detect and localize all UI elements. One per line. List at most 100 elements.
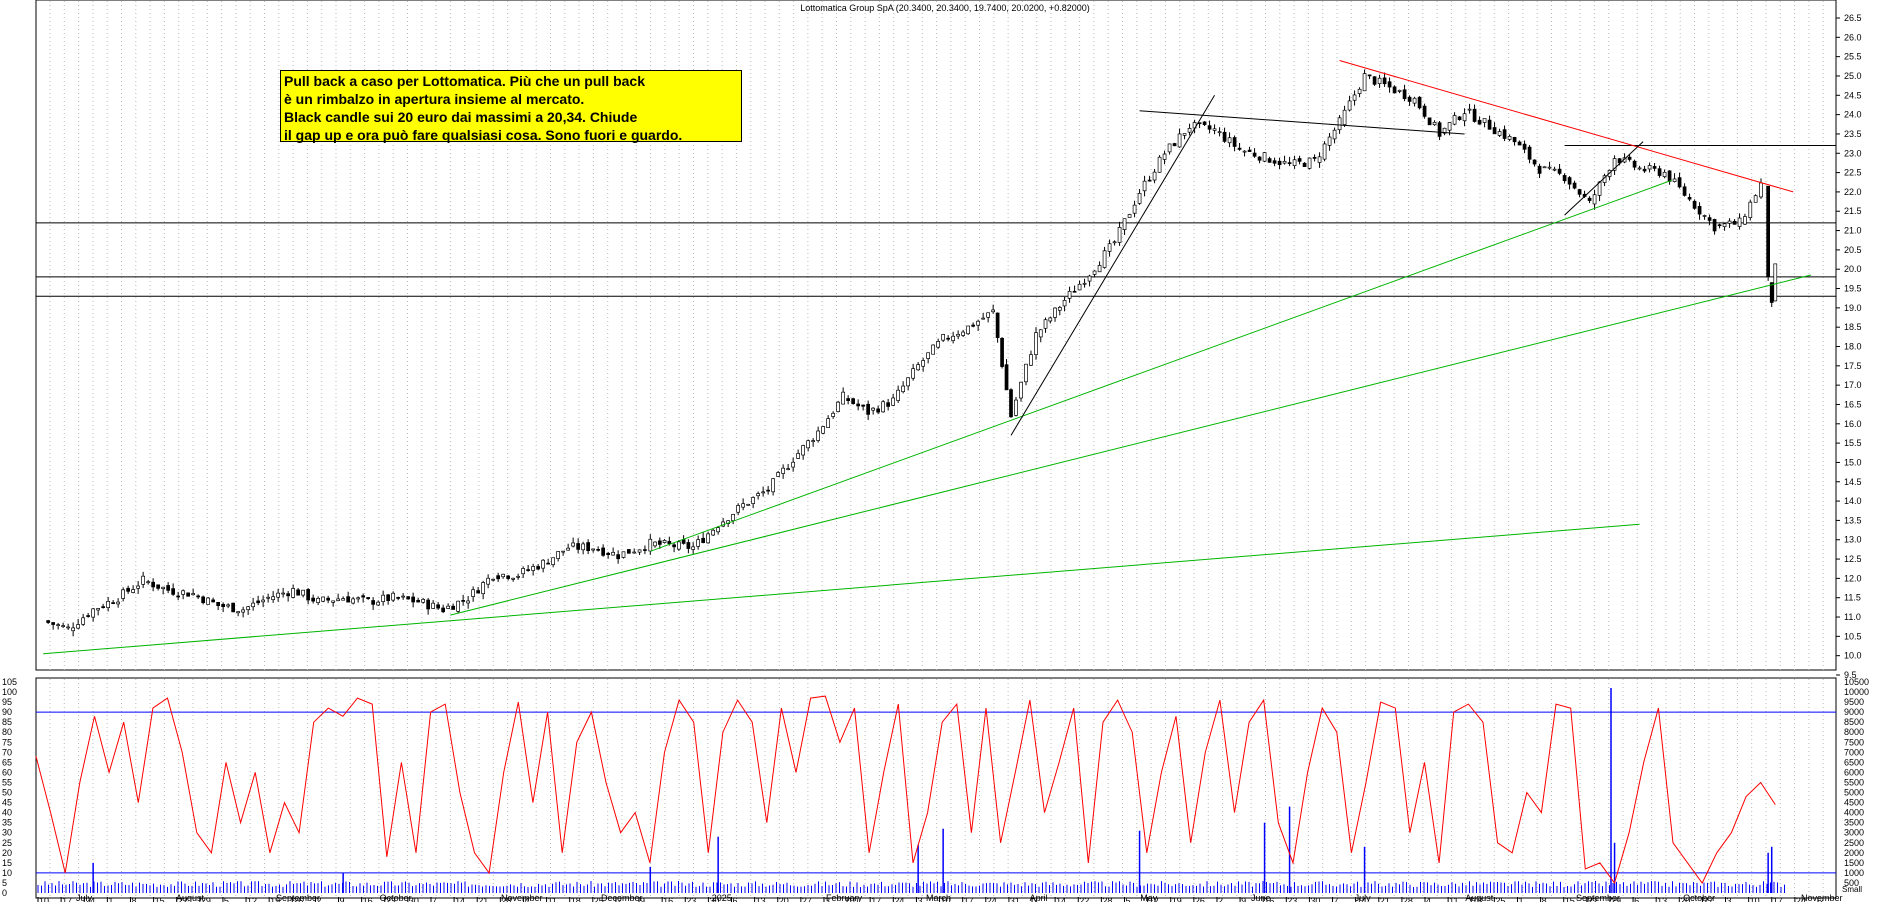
price-tick-label: 25.5: [1844, 52, 1862, 62]
x-day-label: 30: [709, 896, 719, 902]
candle-up: [1307, 157, 1312, 169]
candle-up: [91, 608, 95, 618]
candle-down: [1677, 177, 1682, 188]
candle-up: [466, 600, 470, 604]
price-tick-label: 21.0: [1844, 226, 1862, 236]
green-trendline: [650, 179, 1672, 552]
candle-up: [1262, 152, 1267, 162]
candle-down: [606, 552, 610, 555]
x-day-label: 1: [108, 896, 113, 902]
x-day-label: 2: [1819, 896, 1824, 902]
candle-up: [931, 344, 935, 355]
candle-up: [71, 627, 75, 632]
candle-up: [316, 598, 320, 603]
candle-up: [1322, 143, 1327, 160]
candle-up: [836, 401, 840, 412]
price-tick-label: 19.5: [1844, 284, 1862, 294]
x-day-label: 29: [1611, 896, 1621, 902]
chart-title: Lottomatica Group SpA (20.3400, 20.3400,…: [800, 3, 1089, 13]
price-tick-label: 10.0: [1844, 651, 1862, 661]
stoch-tick-label: 105: [2, 677, 17, 687]
candle-up: [1337, 117, 1342, 131]
x-day-label: 3: [1727, 896, 1732, 902]
candle-up: [116, 601, 120, 605]
x-month-label: December: [601, 893, 643, 902]
volume-tick-label: 1500: [1844, 858, 1864, 868]
candle-down: [601, 547, 605, 556]
candle-up: [1773, 263, 1778, 302]
volume-tick-label: 10000: [1844, 687, 1869, 697]
x-day-label: 15: [155, 896, 165, 902]
candle-down: [627, 549, 631, 554]
candle-down: [171, 588, 175, 595]
price-tick-label: 16.0: [1844, 419, 1862, 429]
candle-up: [1127, 214, 1132, 218]
x-day-label: 15: [1565, 896, 1575, 902]
candle-up: [1317, 156, 1322, 163]
candle-up: [871, 407, 875, 411]
candle-down: [1687, 196, 1692, 200]
stoch-tick-label: 70: [2, 747, 12, 757]
candle-up: [1702, 215, 1707, 217]
candle-up: [1107, 243, 1112, 252]
candle-up: [756, 493, 760, 497]
price-tick-label: 13.5: [1844, 515, 1862, 525]
price-tick-label: 24.5: [1844, 90, 1862, 100]
candle-down: [221, 603, 225, 608]
candle-up: [1332, 129, 1337, 140]
candle-down: [306, 589, 310, 601]
candle-down: [196, 595, 200, 598]
annotation-line-1: Pull back a caso per Lottomatica. Più ch…: [284, 73, 645, 89]
candle-up: [431, 602, 435, 609]
candle-down: [1587, 197, 1592, 201]
volume-tick-label: 3000: [1844, 828, 1864, 838]
candle-up: [741, 503, 745, 508]
candle-down: [1537, 165, 1542, 174]
candle-down: [201, 596, 205, 604]
candle-up: [1082, 282, 1087, 285]
annotation-line-2: è un rimbalzo in apertura insieme al mer…: [284, 91, 585, 107]
x-day-label: 23: [386, 896, 396, 902]
volume-tick-label: 2000: [1844, 848, 1864, 858]
candle-up: [831, 412, 835, 417]
candle-up: [301, 589, 305, 596]
candle-up: [66, 626, 70, 629]
candle-down: [361, 595, 365, 598]
stoch-tick-label: 5: [2, 878, 7, 888]
candle-down: [876, 408, 880, 413]
candle-up: [1759, 182, 1763, 198]
price-tick-label: 14.5: [1844, 477, 1862, 487]
candle-up: [1142, 180, 1147, 192]
x-day-label: 21: [478, 896, 488, 902]
candle-up: [491, 578, 495, 581]
candle-up: [696, 539, 700, 547]
candle-down: [1457, 116, 1462, 121]
stoch-tick-label: 55: [2, 777, 12, 787]
candle-up: [1727, 220, 1732, 224]
volume-tick-label: 9500: [1844, 697, 1864, 707]
candle-up: [446, 605, 450, 609]
candle-up: [1057, 307, 1062, 311]
candle-up: [966, 325, 970, 335]
candle-up: [521, 568, 525, 575]
candle-up: [321, 596, 325, 602]
x-day-label: 10: [39, 896, 49, 902]
candle-up: [561, 550, 565, 553]
x-day-label: 1: [1518, 896, 1523, 902]
candle-up: [821, 426, 825, 434]
candle-down: [1232, 137, 1237, 147]
candle-up: [1087, 275, 1092, 282]
candle-up: [736, 505, 740, 513]
x-day-label: 2: [1218, 896, 1223, 902]
candle-down: [1766, 185, 1770, 278]
volume-tick-label: 3500: [1844, 818, 1864, 828]
candle-down: [1000, 337, 1004, 367]
candle-down: [101, 606, 105, 608]
candle-up: [1482, 118, 1487, 123]
candle-down: [1247, 149, 1252, 152]
black-trendline: [1564, 141, 1644, 216]
candle-up: [806, 440, 810, 449]
x-month-label: March: [926, 893, 951, 902]
volume-tick-label: 9000: [1844, 707, 1864, 717]
candle-up: [662, 540, 667, 543]
